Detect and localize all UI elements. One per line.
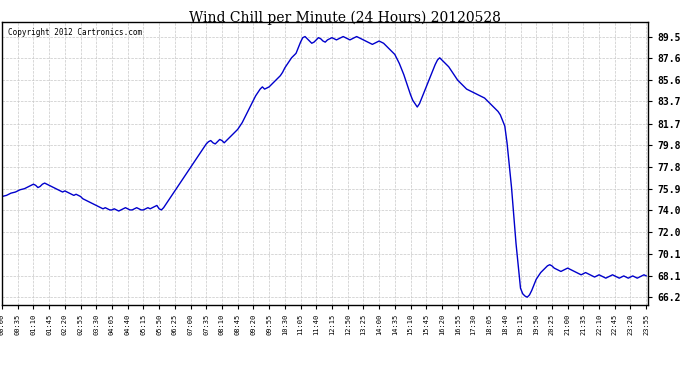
Text: Wind Chill per Minute (24 Hours) 20120528: Wind Chill per Minute (24 Hours) 2012052… xyxy=(189,11,501,26)
Text: Copyright 2012 Cartronics.com: Copyright 2012 Cartronics.com xyxy=(8,28,143,37)
